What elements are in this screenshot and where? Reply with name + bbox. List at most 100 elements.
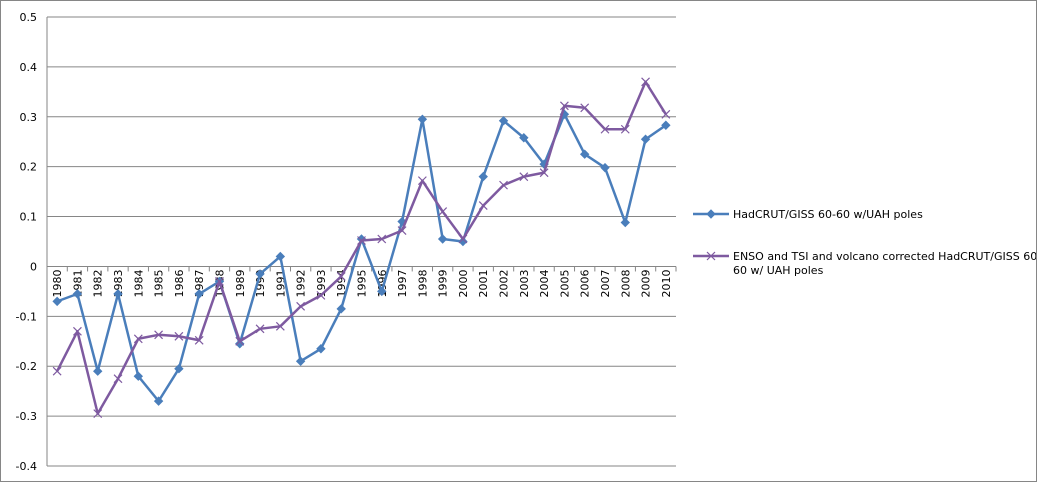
legend-marker [706, 251, 716, 261]
data-point [194, 289, 204, 299]
data-point [397, 226, 407, 235]
data-point [255, 269, 265, 279]
data-point [458, 236, 468, 247]
x-tick-label: 2006 [579, 269, 592, 297]
series-line [56, 113, 667, 403]
data-point [641, 77, 650, 87]
x-tick-label: 1998 [416, 269, 429, 297]
x-tick-label: 1990 [254, 269, 267, 297]
data-point [640, 134, 651, 144]
data-point [72, 289, 83, 299]
data-point [52, 366, 62, 376]
x-tick-label: 2005 [558, 269, 571, 297]
x-tick-label: 1992 [295, 269, 308, 297]
y-tick-label: -0.1 [16, 310, 37, 323]
data-point [296, 301, 306, 311]
data-point [336, 304, 346, 314]
data-point [458, 234, 468, 244]
data-point [295, 356, 306, 366]
x-tick-label: 1994 [335, 269, 348, 297]
y-tick-label: 0.3 [20, 111, 38, 124]
y-tick-label: -0.3 [16, 410, 37, 423]
data-point [519, 172, 529, 182]
data-point [174, 331, 184, 341]
legend-label: ENSO and TSI and volcano corrected HadCR… [733, 250, 1036, 263]
data-point [579, 149, 590, 159]
x-tick-label: 1997 [396, 269, 409, 297]
x-tick-label: 2002 [498, 269, 511, 297]
data-point [478, 171, 488, 182]
x-tick-label: 2010 [660, 269, 673, 297]
x-tick-label: 1981 [71, 269, 84, 297]
x-tick-label: 2008 [619, 269, 632, 297]
data-point [255, 324, 265, 334]
data-point [498, 116, 509, 126]
x-tick-label: 2007 [599, 269, 612, 297]
data-point [113, 374, 123, 384]
x-tick-label: 2001 [477, 269, 490, 297]
data-point [133, 371, 144, 381]
x-tick-label: 1999 [437, 269, 450, 297]
data-point [519, 133, 529, 143]
data-point [275, 251, 286, 262]
legend-label: HadCRUT/GISS 60-60 w/UAH poles [733, 208, 923, 221]
data-point [93, 366, 103, 376]
y-tick-label: 0 [30, 260, 37, 273]
data-point [377, 286, 387, 297]
data-point [478, 201, 488, 211]
data-point [559, 101, 569, 111]
data-point [357, 236, 366, 245]
y-tick-label: 0.5 [20, 11, 38, 24]
x-tick-label: 2003 [518, 269, 531, 297]
data-point [600, 162, 610, 173]
data-point [620, 124, 630, 134]
data-point [113, 289, 123, 299]
data-point [174, 364, 184, 374]
data-point [316, 290, 326, 300]
data-point [93, 409, 103, 419]
data-point [73, 326, 82, 336]
data-point [52, 296, 62, 307]
data-point [194, 335, 204, 345]
data-point [438, 207, 448, 216]
x-tick-label: 1995 [356, 269, 369, 297]
data-point [580, 103, 590, 113]
x-tick-label: 1983 [112, 269, 125, 297]
data-point [215, 276, 224, 286]
data-point [235, 336, 245, 346]
y-tick-label: 0.2 [20, 161, 38, 174]
x-tick-label: 1980 [51, 269, 64, 297]
x-tick-label: 2004 [538, 269, 551, 297]
data-point [661, 109, 671, 119]
x-tick-label: 1986 [173, 269, 186, 297]
data-point [275, 321, 285, 331]
data-point [133, 334, 143, 344]
y-tick-label: -0.2 [16, 360, 37, 373]
data-point [417, 114, 428, 124]
data-point [499, 180, 508, 190]
data-point [620, 217, 630, 228]
x-tick-label: 2000 [457, 269, 470, 297]
data-point [377, 234, 387, 244]
data-point [417, 176, 427, 186]
data-point [600, 124, 610, 134]
x-tick-label: 1984 [132, 269, 145, 297]
x-tick-label: 1989 [234, 269, 247, 297]
data-point [661, 120, 671, 130]
data-point [153, 396, 164, 406]
data-point [437, 234, 448, 244]
data-point [336, 271, 346, 281]
y-tick-label: 0.4 [20, 61, 38, 74]
x-tick-label: 2009 [640, 269, 653, 297]
data-point [154, 330, 164, 340]
data-point [235, 339, 245, 349]
data-point [539, 168, 549, 178]
legend-label: 60 w/ UAH poles [733, 264, 824, 277]
x-tick-label: 1985 [153, 269, 166, 297]
y-tick-label: 0.1 [20, 211, 38, 224]
data-point [316, 344, 326, 354]
y-tick-label: -0.4 [16, 460, 37, 473]
legend-marker [706, 209, 716, 219]
